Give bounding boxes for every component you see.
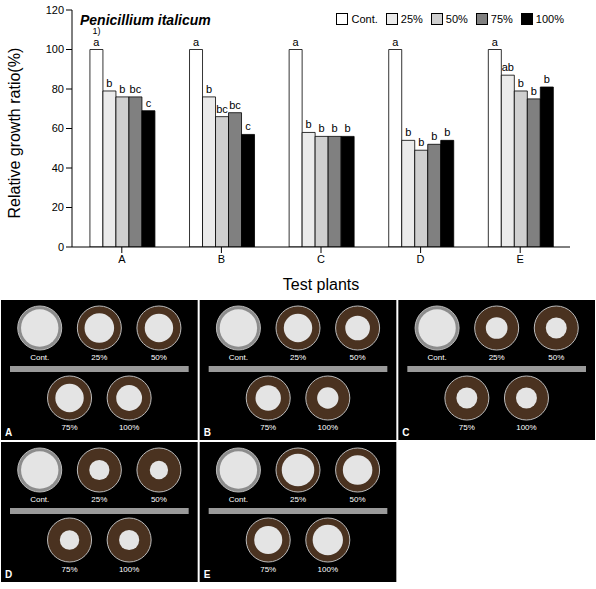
svg-text:A: A	[5, 427, 12, 438]
svg-text:Cont.: Cont.	[30, 353, 49, 362]
svg-text:D: D	[5, 569, 12, 580]
svg-text:C: C	[317, 253, 325, 265]
svg-text:E: E	[204, 569, 211, 580]
svg-text:D: D	[417, 253, 425, 265]
svg-text:100%: 100%	[318, 565, 338, 574]
html-text:100%: 100%	[535, 13, 564, 25]
svg-text:B: B	[204, 427, 211, 438]
svg-text:Cont.: Cont.	[30, 495, 49, 504]
svg-text:b: b	[405, 126, 411, 138]
svg-text:100%: 100%	[119, 565, 139, 574]
svg-text:60: 60	[52, 122, 64, 134]
svg-text:b: b	[306, 118, 312, 130]
svg-text:b: b	[319, 122, 325, 134]
svg-text:A: A	[118, 253, 126, 265]
svg-text:c: c	[245, 120, 251, 132]
svg-text:75%: 75%	[260, 423, 276, 432]
svg-text:40: 40	[52, 162, 64, 174]
svg-text:25%: 25%	[91, 353, 107, 362]
svg-text:b: b	[418, 136, 424, 148]
svg-text:ab: ab	[502, 61, 514, 73]
svg-text:75%: 75%	[62, 565, 78, 574]
svg-text:b: b	[518, 77, 524, 89]
svg-text:Test plants: Test plants	[283, 276, 359, 293]
svg-text:bc: bc	[130, 83, 142, 95]
svg-text:25%: 25%	[290, 353, 306, 362]
svg-text:25%: 25%	[489, 353, 505, 362]
svg-text:Cont.: Cont.	[229, 495, 248, 504]
svg-text:100: 100	[46, 43, 64, 55]
svg-text:50%: 50%	[151, 495, 167, 504]
svg-text:a: a	[293, 36, 300, 48]
svg-text:25%: 25%	[91, 495, 107, 504]
svg-text:Cont.: Cont.	[428, 353, 447, 362]
svg-text:75%: 75%	[260, 565, 276, 574]
svg-text:120: 120	[46, 4, 64, 16]
svg-text:20: 20	[52, 201, 64, 213]
svg-text:b: b	[332, 122, 338, 134]
svg-text:1): 1)	[92, 25, 101, 36]
html-text:50%: 50%	[445, 13, 468, 25]
svg-text:b: b	[444, 126, 450, 138]
svg-text:bc: bc	[229, 99, 241, 111]
svg-text:bc: bc	[216, 103, 228, 115]
html-text:Penicillium italicum: Penicillium italicum	[80, 12, 211, 28]
html-text:25%: 25%	[400, 13, 423, 25]
svg-text:a: a	[392, 36, 399, 48]
svg-text:100%: 100%	[119, 423, 139, 432]
svg-text:b: b	[431, 130, 437, 142]
svg-text:25%: 25%	[290, 495, 306, 504]
svg-text:E: E	[517, 253, 524, 265]
svg-text:b: b	[544, 73, 550, 85]
svg-text:Relative growth ratio(%): Relative growth ratio(%)	[6, 48, 23, 219]
svg-text:a: a	[93, 36, 100, 48]
svg-text:75%: 75%	[459, 423, 475, 432]
svg-text:a: a	[492, 36, 499, 48]
svg-text:50%: 50%	[350, 495, 366, 504]
svg-text:80: 80	[52, 83, 64, 95]
svg-text:100%: 100%	[318, 423, 338, 432]
svg-text:c: c	[146, 97, 152, 109]
svg-text:100%: 100%	[516, 423, 536, 432]
svg-text:b: b	[206, 83, 212, 95]
svg-text:75%: 75%	[62, 423, 78, 432]
svg-text:0: 0	[58, 241, 64, 253]
html-text:Cont.: Cont.	[351, 13, 378, 25]
svg-text:C: C	[402, 427, 409, 438]
svg-text:50%: 50%	[151, 353, 167, 362]
svg-text:B: B	[218, 253, 225, 265]
svg-text:b: b	[106, 77, 112, 89]
svg-text:a: a	[193, 36, 200, 48]
svg-text:Cont.: Cont.	[229, 353, 248, 362]
svg-text:b: b	[119, 83, 125, 95]
html-text:75%: 75%	[490, 13, 513, 25]
svg-text:b: b	[345, 122, 351, 134]
svg-text:b: b	[531, 85, 537, 97]
svg-text:50%: 50%	[350, 353, 366, 362]
svg-text:50%: 50%	[548, 353, 564, 362]
